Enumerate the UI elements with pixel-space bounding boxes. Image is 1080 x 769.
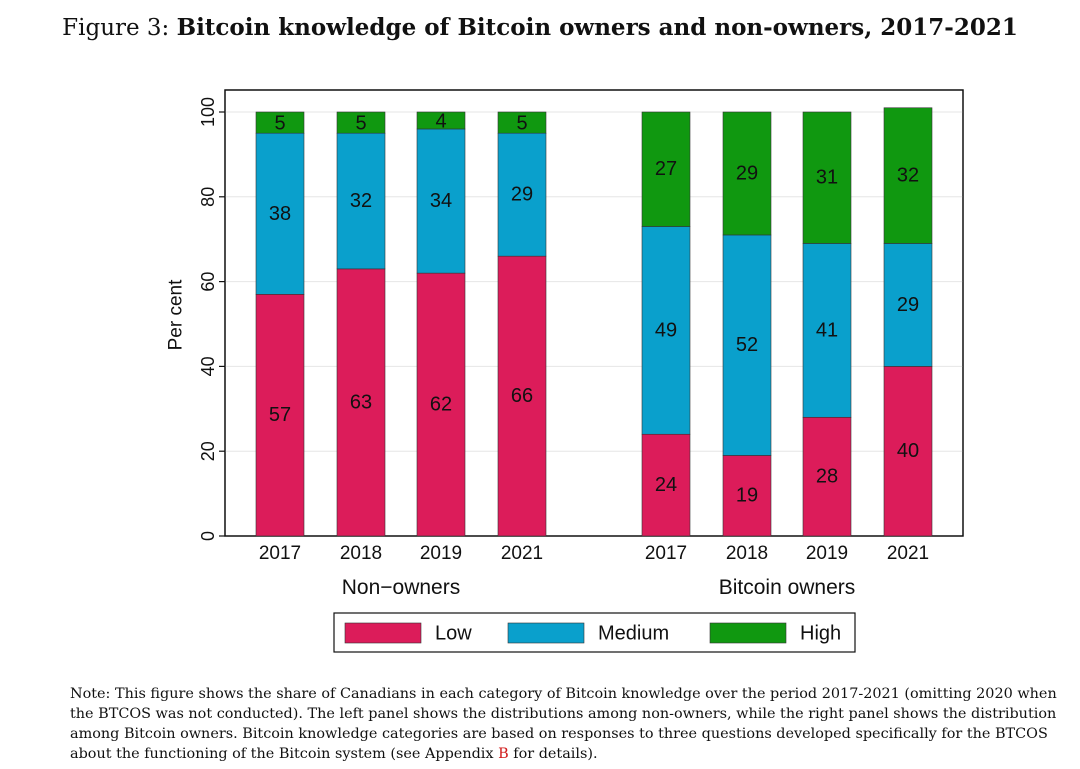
- y-tick-label: 20: [198, 441, 218, 461]
- appendix-link[interactable]: B: [498, 746, 509, 762]
- bar-value-label: 29: [897, 294, 919, 316]
- figure-number: Figure 3:: [62, 15, 170, 41]
- note-text: Note: This figure shows the share of Can…: [70, 686, 1057, 762]
- bar-value-label: 5: [355, 113, 366, 135]
- bar-segment-low: [336, 268, 386, 537]
- bar-segment-medium: [416, 128, 466, 274]
- x-tick-label: 2019: [420, 543, 462, 564]
- plot-frame: [224, 89, 964, 537]
- bar-value-label: 28: [816, 466, 838, 488]
- bar-value-label: 38: [269, 203, 291, 225]
- bar-segment-high: [883, 107, 933, 244]
- plot-area: 0 20 40 60 80 100 Per cent 57 38 5 63 32 5 62 34 4 66 29 5…: [166, 89, 964, 599]
- x-tick-label: 2018: [340, 543, 382, 564]
- y-tick-label: 100: [198, 97, 218, 127]
- y-tick-label: 0: [198, 531, 218, 541]
- bar-value-label: 62: [430, 394, 452, 416]
- legend-label-medium: Medium: [598, 623, 669, 645]
- group-label: Bitcoin owners: [719, 576, 856, 599]
- bar-segment-medium: [802, 243, 852, 418]
- bar-segment-high: [255, 111, 305, 134]
- bar-segment-high: [641, 111, 691, 227]
- bar-segment-low: [255, 294, 305, 537]
- bar-value-label: 24: [655, 474, 677, 496]
- bar-value-label: 4: [435, 110, 446, 132]
- legend: Low Medium High: [333, 612, 856, 653]
- legend-swatch-low: [344, 622, 422, 644]
- bar-segment-low: [641, 433, 691, 537]
- bar-segment-low: [497, 255, 547, 537]
- bar-value-label: 5: [274, 113, 285, 135]
- legend-swatch-high: [709, 622, 787, 644]
- figure-note: Note: This figure shows the share of Can…: [70, 684, 1060, 764]
- bar-segment-medium: [255, 132, 305, 295]
- bar-value-label: 32: [350, 190, 372, 212]
- legend-label-low: Low: [435, 623, 472, 645]
- bar-segment-high: [722, 111, 772, 236]
- bar-value-label: 27: [655, 158, 677, 180]
- bar-segment-low: [722, 455, 772, 537]
- x-tick-label: 2021: [501, 543, 543, 564]
- x-tick-label: 2017: [259, 543, 301, 564]
- bar-segment-low: [416, 272, 466, 537]
- bar-segment-medium: [336, 132, 386, 270]
- y-tick-label: 80: [198, 187, 218, 207]
- x-tick-label: 2018: [726, 543, 768, 564]
- x-tick-label: 2017: [645, 543, 687, 564]
- note-text-end: for details).: [508, 746, 598, 762]
- figure-title: Figure 3: Bitcoin knowledge of Bitcoin o…: [0, 14, 1080, 41]
- figure-title-text: Bitcoin knowledge of Bitcoin owners and …: [176, 14, 1018, 41]
- bar-value-label: 34: [430, 190, 452, 212]
- bar-segment-high: [416, 111, 466, 130]
- bar-value-label: 31: [816, 167, 838, 189]
- bar-value-label: 32: [897, 165, 919, 187]
- bar-segment-medium: [722, 234, 772, 456]
- bar-segment-high: [497, 111, 547, 134]
- y-tick-label: 40: [198, 356, 218, 376]
- bar-value-label: 29: [511, 184, 533, 206]
- stacked-bar-chart: 0 20 40 60 80 100 Per cent 57 38 5 63 32 5 62 34 4 66 29 5…: [166, 89, 964, 653]
- bar-segment-low: [883, 366, 933, 537]
- group-label: Non−owners: [342, 576, 460, 599]
- bar-value-label: 40: [897, 440, 919, 462]
- bar-value-label: 52: [736, 334, 758, 356]
- bar-value-label: 63: [350, 391, 372, 413]
- bar-value-label: 66: [511, 385, 533, 407]
- bar-segment-high: [802, 111, 852, 244]
- bar-value-label: 49: [655, 319, 677, 341]
- legend-label-high: High: [800, 623, 841, 645]
- bar-segment-medium: [641, 226, 691, 435]
- bar-value-label: 5: [516, 113, 527, 135]
- y-axis-label: Per cent: [166, 279, 187, 350]
- x-tick-label: 2021: [887, 543, 929, 564]
- plot-border: [224, 89, 964, 537]
- bar-value-label: 19: [736, 485, 758, 507]
- bar-segment-medium: [883, 243, 933, 367]
- x-tick-label: 2019: [806, 543, 848, 564]
- bar-value-label: 57: [269, 404, 291, 426]
- bar-value-label: 41: [816, 319, 838, 341]
- bar-segment-high: [336, 111, 386, 134]
- bar-value-label: 29: [736, 162, 758, 184]
- legend-swatch-medium: [507, 622, 585, 644]
- bar-segment-medium: [497, 132, 547, 257]
- y-tick-label: 60: [198, 272, 218, 292]
